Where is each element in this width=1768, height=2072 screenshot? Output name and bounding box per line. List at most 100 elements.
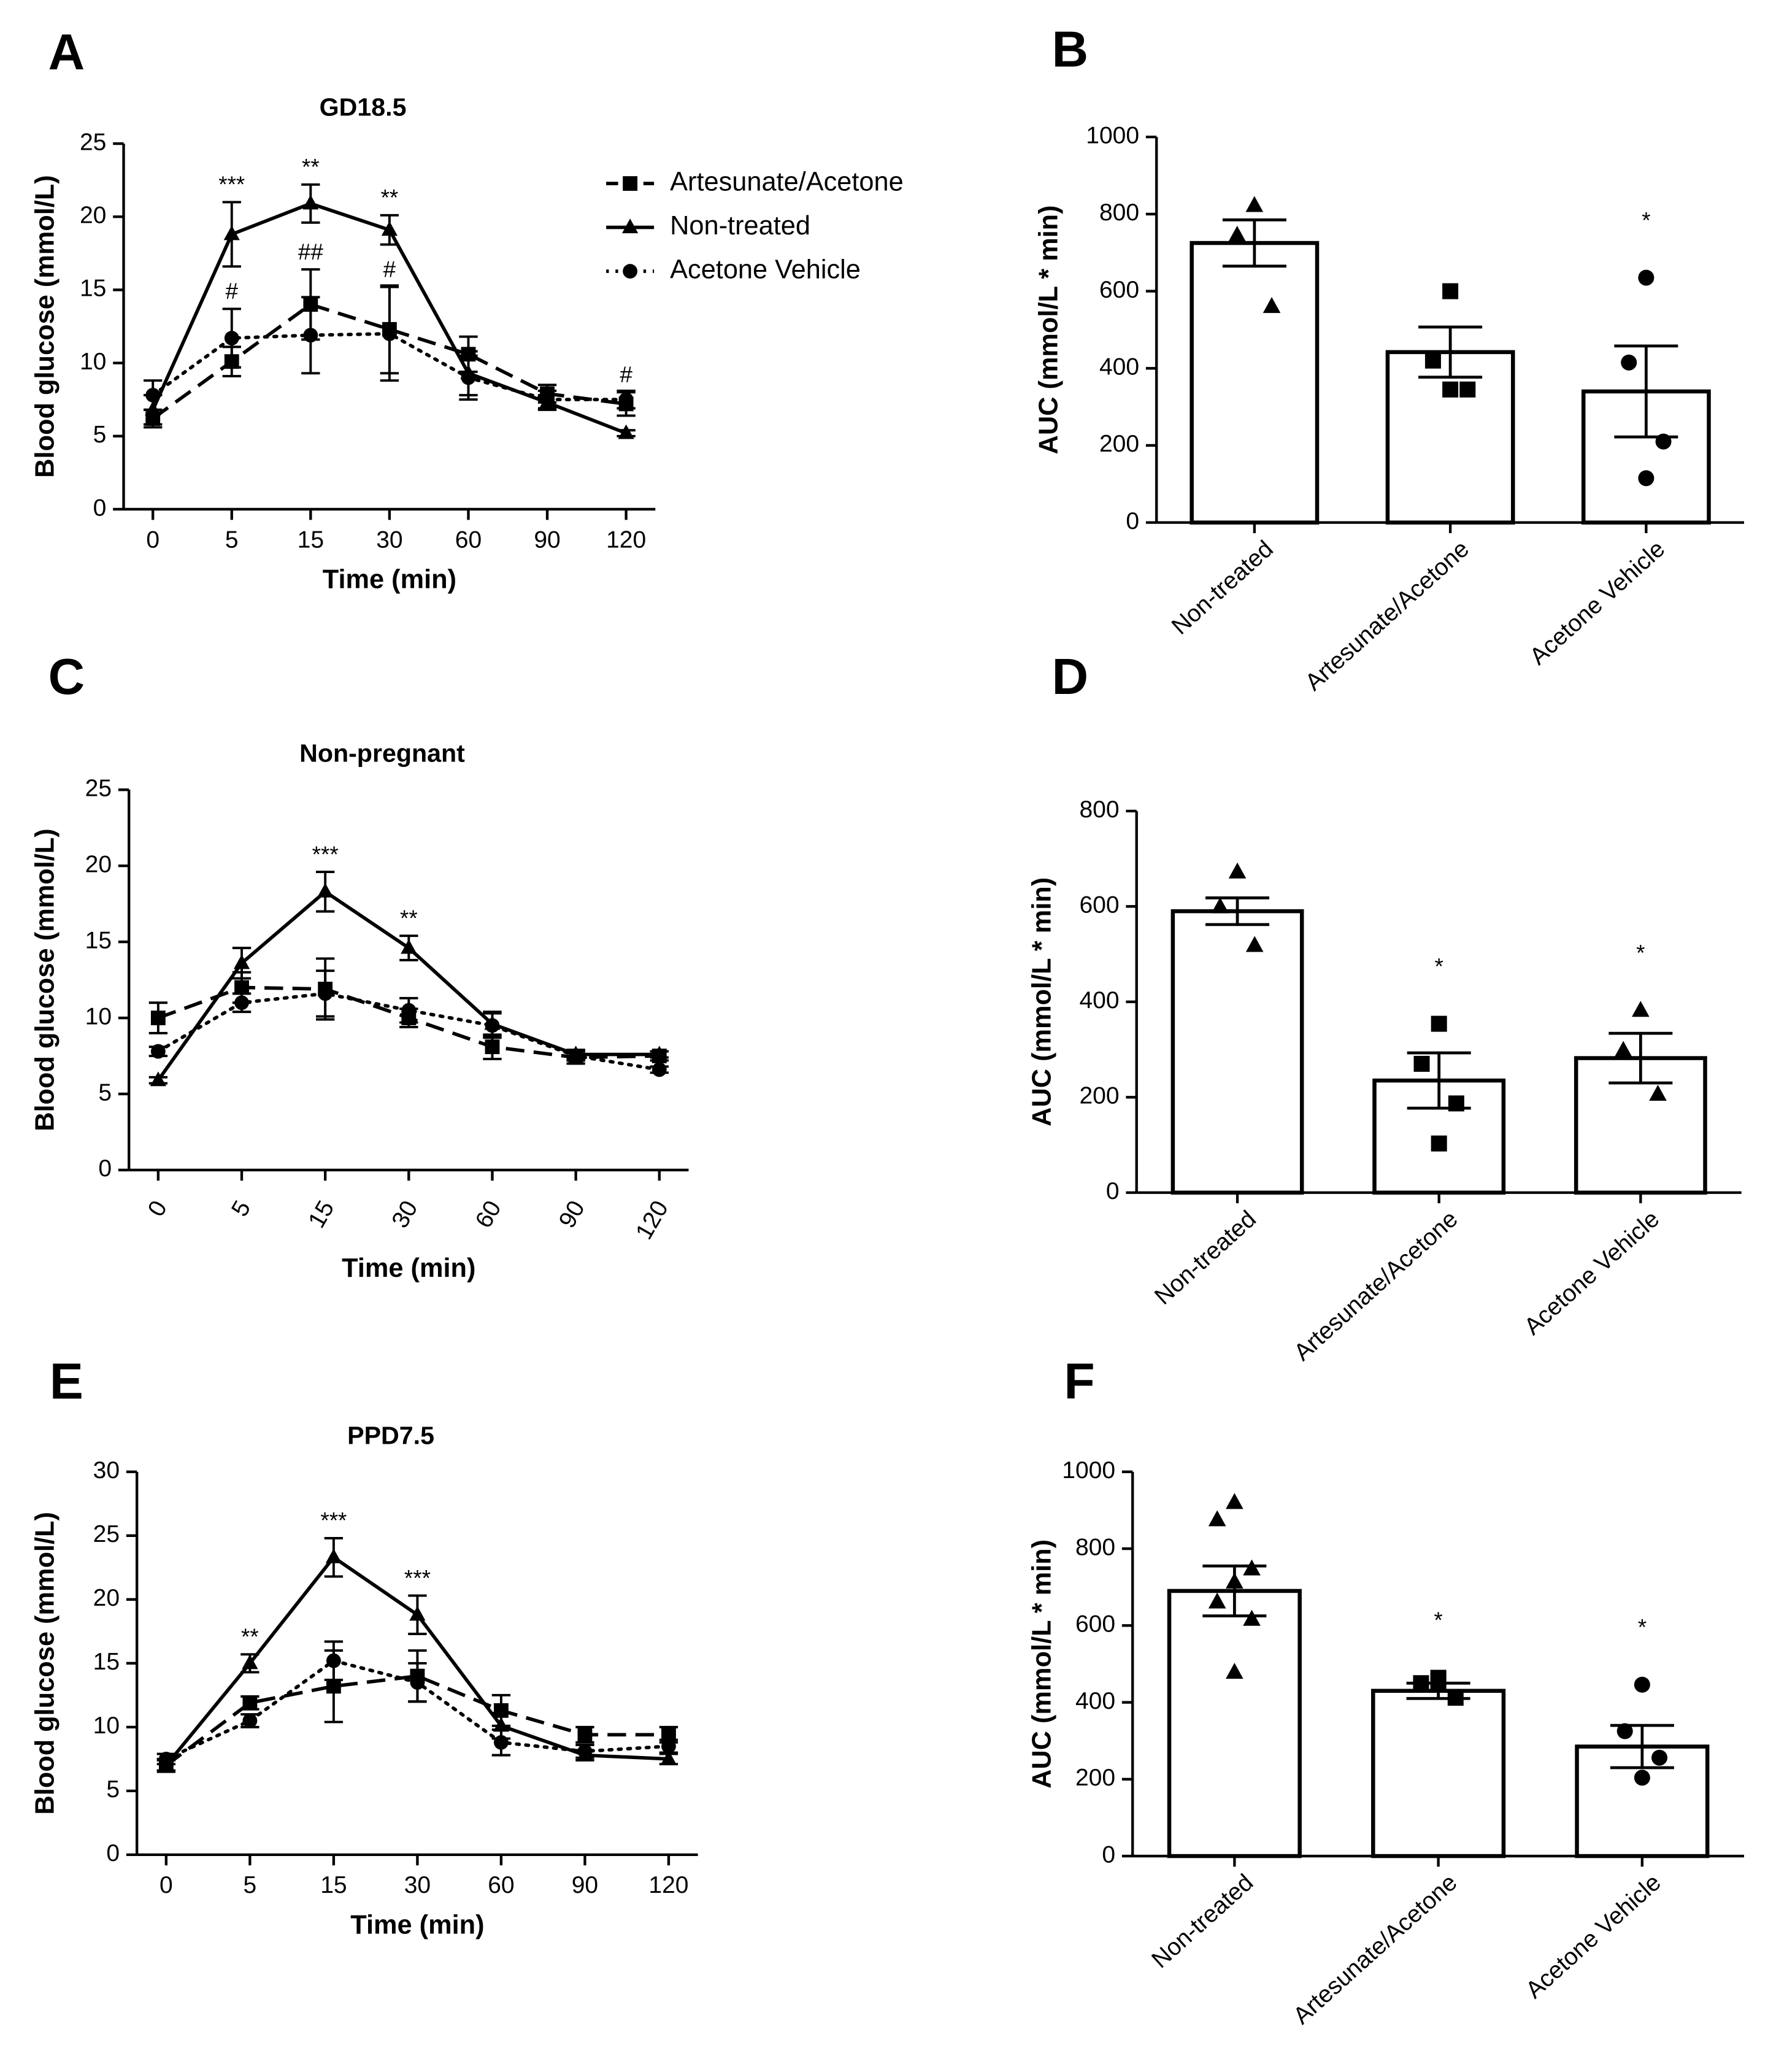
x-tick-label: 30 xyxy=(376,526,402,553)
data-point xyxy=(461,370,476,385)
data-point xyxy=(401,1003,417,1018)
data-point xyxy=(1413,1675,1429,1692)
data-point xyxy=(577,1744,593,1759)
data-point xyxy=(325,1548,342,1563)
annotation: ** xyxy=(302,155,320,180)
data-point xyxy=(158,1751,174,1766)
annotation: ## xyxy=(298,239,323,264)
y-tick-label: 800 xyxy=(1075,1534,1115,1560)
data-point xyxy=(234,980,249,995)
y-tick-label: 0 xyxy=(1106,1178,1120,1204)
x-tick-label: 0 xyxy=(143,1196,172,1221)
x-axis-label: Time (min) xyxy=(350,1910,484,1939)
x-tick-label: Acetone Vehicle xyxy=(1520,1206,1665,1340)
bar xyxy=(1190,241,1320,525)
y-axis-label: Blood glucose (mmol/L) xyxy=(30,828,60,1131)
data-point xyxy=(1226,1493,1243,1509)
y-tick-label: 0 xyxy=(93,495,107,521)
data-point xyxy=(1228,862,1247,879)
data-point xyxy=(651,1062,667,1077)
data-point xyxy=(485,1039,500,1055)
x-tick-label: 30 xyxy=(387,1196,423,1233)
data-point xyxy=(1448,1095,1464,1112)
annotation: *** xyxy=(218,172,245,197)
data-point xyxy=(1638,269,1655,286)
y-tick-label: 200 xyxy=(1079,1083,1119,1109)
x-tick-label: 5 xyxy=(244,1872,257,1898)
x-tick-label: 15 xyxy=(320,1872,347,1898)
data-point xyxy=(1459,381,1476,398)
data-point xyxy=(317,882,334,898)
y-tick-label: 0 xyxy=(1126,508,1139,534)
x-tick-label: 5 xyxy=(225,526,239,553)
chart-title: GD18.5 xyxy=(320,93,407,121)
data-point xyxy=(1430,1673,1447,1690)
data-point xyxy=(242,1695,258,1711)
data-point xyxy=(1208,1592,1226,1609)
data-point xyxy=(1228,225,1246,242)
panel-letter: A xyxy=(48,24,85,80)
data-point xyxy=(1431,1015,1447,1032)
data-point xyxy=(1424,352,1441,369)
data-point xyxy=(302,194,319,210)
data-point xyxy=(1447,1690,1464,1706)
data-point xyxy=(1638,470,1655,487)
x-tick-label: 0 xyxy=(160,1872,173,1898)
y-tick-label: 5 xyxy=(106,1776,120,1803)
y-axis-label: AUC (mmol/L * min) xyxy=(1034,205,1063,454)
y-tick-label: 200 xyxy=(1075,1765,1115,1791)
data-point xyxy=(242,1713,258,1728)
data-point xyxy=(1651,1749,1668,1766)
x-tick-label: Artesunate/Acetone xyxy=(1301,536,1474,696)
y-tick-label: 200 xyxy=(1099,431,1139,457)
error-bar xyxy=(1608,1031,1673,1085)
x-tick-label: 60 xyxy=(455,526,482,553)
x-tick-label: 15 xyxy=(298,526,324,553)
data-point xyxy=(382,326,397,341)
data-point xyxy=(1431,1135,1447,1152)
data-point xyxy=(577,1727,593,1743)
annotation: ** xyxy=(381,185,399,210)
data-point xyxy=(1655,433,1672,450)
data-point xyxy=(1211,897,1229,914)
panel-letter: C xyxy=(48,649,85,705)
data-point xyxy=(661,1739,676,1754)
data-point xyxy=(145,388,161,402)
chart-title: PPD7.5 xyxy=(347,1421,434,1449)
data-point xyxy=(1621,354,1637,371)
annotation: * xyxy=(1638,1614,1647,1639)
x-tick-label: 5 xyxy=(226,1196,256,1221)
data-point xyxy=(1208,1510,1226,1527)
y-tick-label: 5 xyxy=(93,422,107,448)
x-tick-label: Artesunate/Acetone xyxy=(1289,1206,1462,1366)
x-tick-label: 0 xyxy=(146,526,160,553)
data-point xyxy=(242,1654,258,1670)
annotation: # xyxy=(226,279,239,304)
data-point xyxy=(150,1011,166,1025)
y-tick-label: 20 xyxy=(93,1585,120,1611)
y-tick-label: 0 xyxy=(106,1840,120,1866)
y-tick-label: 600 xyxy=(1079,892,1119,919)
bar xyxy=(1371,1689,1506,1858)
data-point xyxy=(540,392,555,407)
y-tick-label: 30 xyxy=(93,1457,120,1484)
y-tick-label: 15 xyxy=(85,927,112,953)
data-point xyxy=(410,1675,425,1690)
y-tick-label: 400 xyxy=(1099,354,1139,380)
y-tick-label: 0 xyxy=(1102,1841,1115,1868)
x-tick-label: 120 xyxy=(606,526,646,553)
legend-marker xyxy=(623,176,638,191)
annotation: * xyxy=(1434,1608,1442,1633)
y-tick-label: 20 xyxy=(80,202,106,229)
y-axis-label: AUC (mmol/L * min) xyxy=(1027,1539,1056,1789)
x-tick-label: Acetone Vehicle xyxy=(1521,1869,1666,2003)
data-point xyxy=(661,1727,676,1743)
y-tick-label: 25 xyxy=(93,1521,120,1547)
annotation: *** xyxy=(312,842,339,867)
data-point xyxy=(401,939,417,954)
data-point xyxy=(224,331,239,346)
annotation: ** xyxy=(400,906,418,931)
data-point xyxy=(1245,936,1264,952)
